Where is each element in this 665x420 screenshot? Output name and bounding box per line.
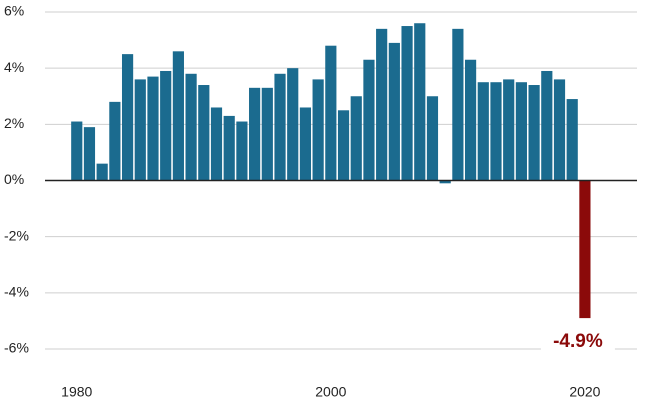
bar — [376, 28, 388, 181]
bar — [337, 110, 350, 181]
value-label-bg — [540, 330, 615, 355]
bar — [160, 70, 172, 181]
bar — [172, 51, 184, 181]
bar — [223, 115, 235, 181]
bar — [515, 82, 527, 181]
y-tick-label: -4% — [4, 284, 29, 300]
y-tick-label: -6% — [4, 340, 29, 356]
bar — [198, 85, 210, 181]
x-tick-label: 2020 — [569, 384, 600, 400]
bar — [528, 85, 540, 181]
bar — [401, 26, 413, 181]
bar — [452, 28, 464, 181]
bar — [363, 59, 375, 181]
bar — [287, 68, 299, 181]
bar — [109, 101, 121, 181]
y-tick-label: 0% — [4, 171, 24, 187]
x-tick-label: 2000 — [315, 384, 346, 400]
bar — [121, 54, 134, 181]
bar — [350, 96, 362, 181]
bar — [249, 87, 261, 181]
bar — [96, 163, 108, 181]
bar — [261, 87, 273, 181]
bar — [464, 59, 477, 181]
bar — [566, 99, 578, 181]
bar — [210, 107, 223, 181]
bar — [71, 121, 83, 181]
y-tick-label: 4% — [4, 59, 24, 75]
bar — [134, 79, 146, 181]
bar — [83, 127, 96, 181]
bar — [414, 23, 426, 181]
bar — [312, 79, 324, 181]
bar — [388, 42, 400, 181]
bar — [185, 73, 197, 181]
y-tick-label: -2% — [4, 227, 29, 243]
bar — [477, 82, 489, 181]
bar — [541, 70, 553, 181]
bar — [299, 107, 312, 181]
bar — [490, 82, 502, 181]
y-tick-label: 6% — [4, 3, 24, 19]
bar — [274, 73, 286, 181]
bar — [503, 79, 515, 181]
bar — [579, 180, 591, 319]
x-tick-label: 1980 — [61, 384, 92, 400]
bar — [147, 76, 159, 181]
value-label: -4.9% — [553, 331, 603, 352]
bar — [325, 45, 337, 181]
bar — [553, 79, 566, 181]
bar — [439, 180, 451, 184]
bar — [236, 121, 248, 181]
bar — [426, 96, 439, 181]
y-tick-label: 2% — [4, 115, 24, 131]
